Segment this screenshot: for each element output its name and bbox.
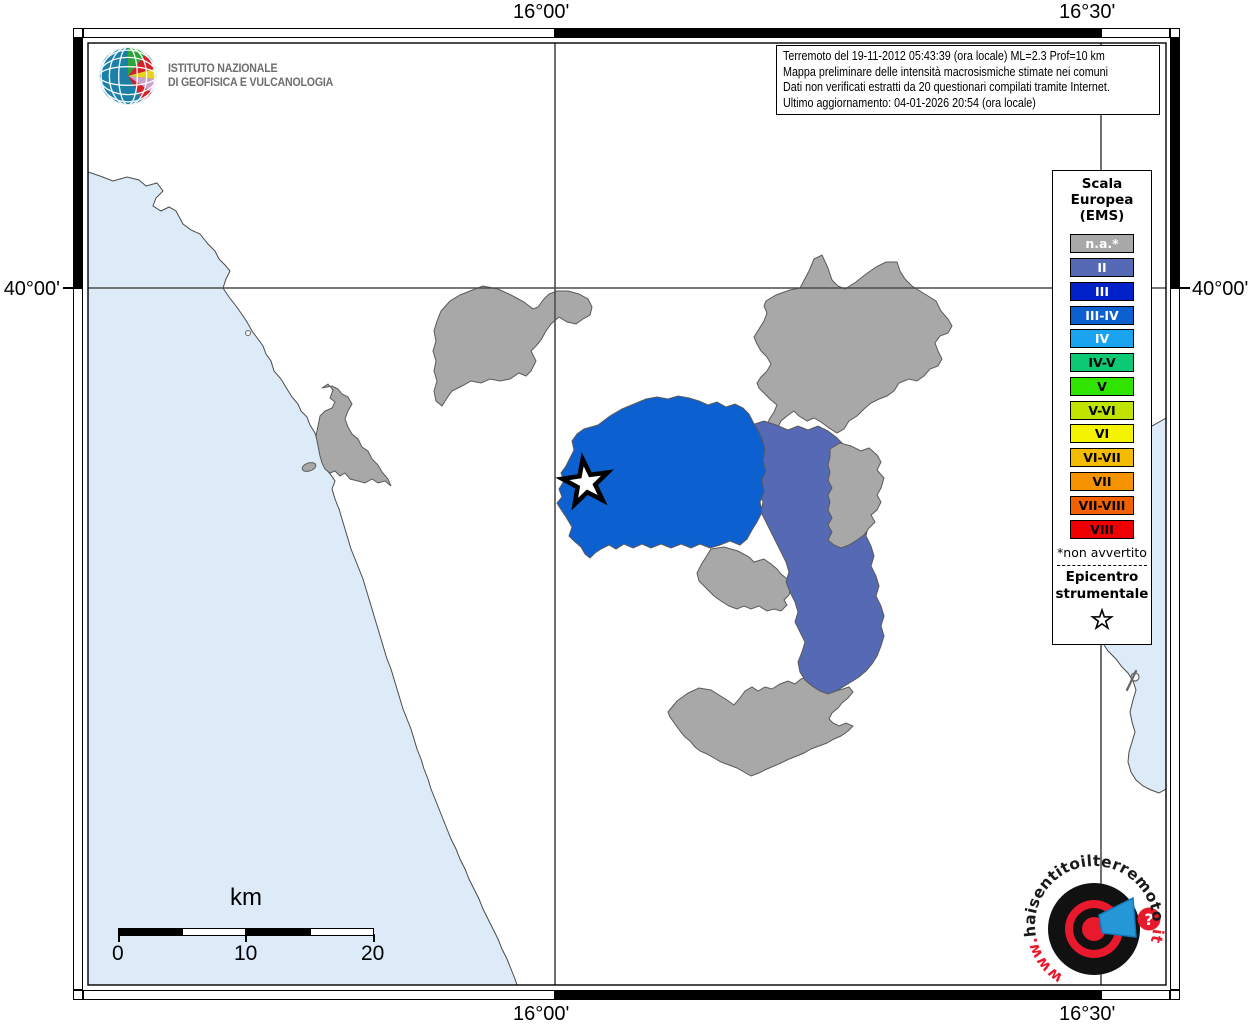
legend-item-iv: IV (1070, 329, 1134, 349)
municipality-polygon-iii-iv (556, 395, 767, 559)
legend-item-vii-viii: VII-VIII (1070, 495, 1134, 515)
legend-item-viii: VIII (1070, 519, 1134, 539)
axis-label-bottom-right: 16°30' (1059, 1003, 1116, 1024)
watermark-suffix: .it (1147, 922, 1167, 945)
scale-segment (182, 928, 246, 936)
legend-star-icon (1090, 607, 1114, 630)
frame-corner-tr (1170, 28, 1180, 38)
haisentitoilterremoto-logo: ? www.haisentitoilterremoto.it (1023, 853, 1167, 987)
legend-item-vi-vii: VI-VII (1070, 448, 1134, 468)
islet-gray (301, 462, 317, 472)
info-line-event: Terremoto del 19-11-2012 05:43:39 (ora l… (783, 49, 1105, 63)
ingv-name-line2: DI GEOFISICA E VULCANOLOGIA (168, 77, 334, 89)
frame-seg (83, 28, 555, 38)
scale-segment (246, 928, 310, 936)
megaphone-icon (1098, 896, 1137, 938)
legend-title-line: (EMS) (1079, 207, 1125, 224)
legend-item-v: V (1070, 376, 1134, 396)
frame-seg (73, 38, 83, 288)
epicenter-star-icon (555, 452, 615, 511)
frame-seg (1101, 28, 1170, 38)
municipality-polygon-na (432, 285, 593, 407)
scale-label-0: 0 (112, 942, 124, 965)
map-inner-border (87, 42, 1167, 986)
ingv-logo: ISTITUTO NAZIONALE DI GEOFISICA E VULCAN… (98, 46, 347, 106)
scale-label-20: 20 (361, 942, 385, 965)
question-mark: ? (1144, 910, 1153, 929)
scale-bar: km 0 10 20 (100, 884, 400, 979)
frame-seg (555, 990, 1101, 1000)
islet-small (245, 330, 251, 336)
municipality-polygon-na (753, 254, 953, 434)
legend-item-vi: VI (1070, 424, 1134, 444)
frame-corner-br (1170, 990, 1180, 1000)
ingv-name-line1: ISTITUTO NAZIONALE (168, 62, 278, 75)
municipality-polygon-na (315, 383, 392, 487)
frame-seg (73, 288, 83, 990)
axis-label-bottom-left: 16°00' (513, 1003, 570, 1024)
legend-title: Scala Europea (EMS) (1070, 176, 1134, 225)
lat-tick-right (1180, 287, 1190, 289)
legend-footnote: *non avvertito (1057, 544, 1147, 560)
legend-item-na: n.a.* (1070, 234, 1134, 254)
legend-item-v-vi: V-VI (1070, 400, 1134, 420)
epicenter-legend-line: Epicentro (1065, 568, 1139, 585)
axis-label-top-left: 16°00' (513, 1, 570, 23)
intensity-legend: Scala Europea (EMS) n.a.* II III III-IV … (1052, 170, 1152, 645)
frame-seg (555, 28, 1101, 38)
lat-tick-left (63, 287, 73, 289)
question-badge: ? (1137, 907, 1161, 931)
sea-west (88, 171, 518, 985)
legend-item-iv-v: IV-V (1070, 353, 1134, 373)
municipality-polygon-na (827, 442, 885, 549)
legend-swatches: n.a.* II III III-IV IV IV-V V V-VI VI VI… (1070, 232, 1134, 541)
frame-corner-tl (73, 28, 83, 38)
epicenter-legend-line: strumentale (1055, 585, 1149, 602)
legend-item-iii-iv: III-IV (1070, 305, 1134, 325)
info-line-data-source: Dati non verificati estratti da 20 quest… (783, 80, 1110, 94)
scale-segment (118, 928, 182, 936)
frame-seg (1101, 990, 1170, 1000)
ingv-globe-icon (99, 47, 157, 105)
legend-divider (1056, 564, 1148, 566)
scale-label-10: 10 (234, 942, 258, 965)
frame-seg (83, 990, 555, 1000)
scale-bar-unit: km (230, 884, 262, 911)
legend-item-vii: VII (1070, 471, 1134, 491)
ingv-name: ISTITUTO NAZIONALE DI GEOFISICA E VULCAN… (168, 62, 333, 91)
scale-tick (373, 934, 375, 942)
frame-seg (1170, 288, 1180, 990)
event-info-box: Terremoto del 19-11-2012 05:43:39 (ora l… (776, 45, 1160, 115)
frame-corner-bl (73, 990, 83, 1000)
municipality-polygon-na (696, 546, 792, 612)
legend-item-ii: II (1070, 257, 1134, 277)
scale-segment (310, 928, 374, 936)
axis-label-left: 40°00' (3, 278, 60, 300)
axis-label-right: 40°00' (1192, 278, 1249, 300)
scale-tick (245, 934, 247, 942)
stream (1125, 669, 1138, 692)
scale-tick (118, 934, 120, 942)
info-line-updated: Ultimo aggiornamento: 04-01-2026 20:54 (… (783, 95, 1036, 110)
legend-item-iii: III (1070, 281, 1134, 301)
info-line-map-type: Mappa preliminare delle intensità macros… (783, 64, 1109, 79)
map-canvas (87, 42, 1167, 986)
epicenter-legend-title: Epicentro strumentale (1056, 569, 1149, 603)
axis-label-top-right: 16°30' (1059, 1, 1116, 23)
frame-seg (1170, 38, 1180, 288)
legend-title-line: Europea (1070, 191, 1134, 208)
municipality-polygon-na (667, 676, 854, 777)
legend-title-line: Scala (1081, 176, 1123, 192)
